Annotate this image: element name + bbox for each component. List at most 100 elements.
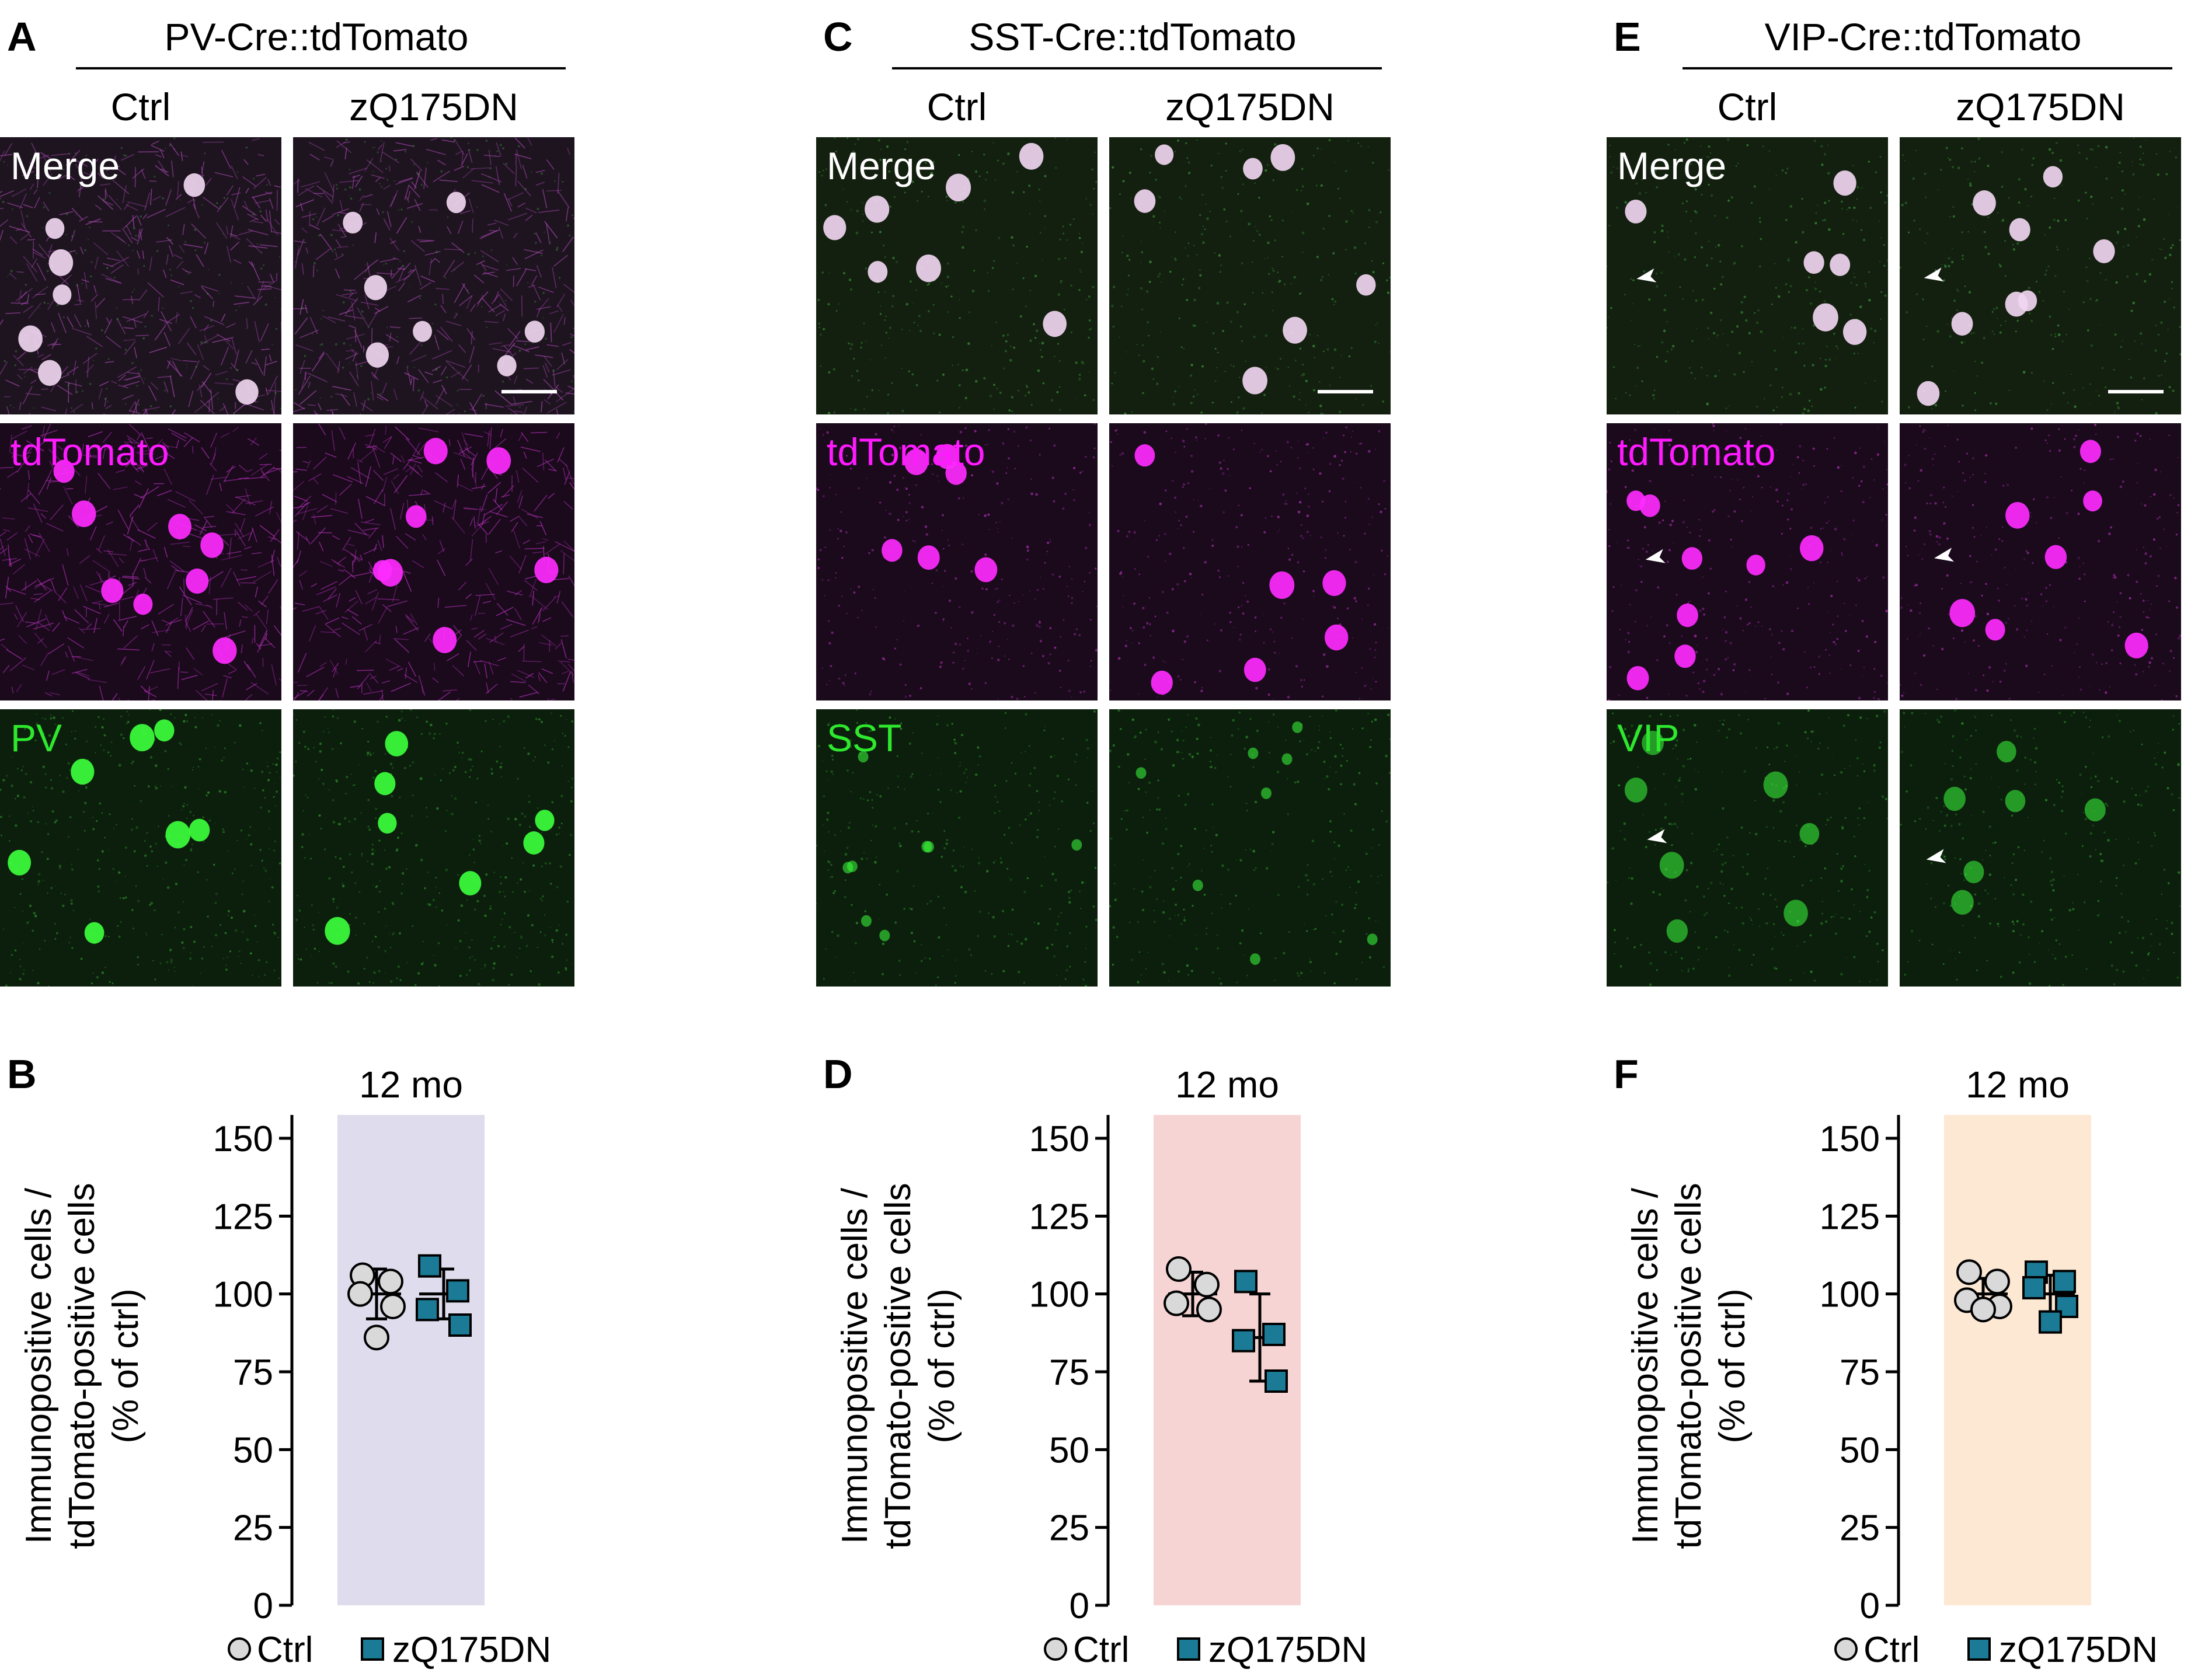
data-point-zq175dn	[1262, 1323, 1286, 1346]
cell-body	[1746, 555, 1765, 576]
legend-label-zq175dn: zQ175DN	[392, 1630, 551, 1670]
cell-body	[1151, 670, 1173, 695]
cell-body	[1799, 822, 1820, 845]
cell-body	[186, 568, 209, 594]
cell-body	[48, 249, 74, 276]
cell-body	[1784, 900, 1808, 927]
chart-plot: 12 mo 0 25 50 75 100 125 150 Ctrl zQ175DN	[1820, 1064, 2158, 1670]
y-tick-label: 75	[233, 1353, 273, 1393]
tile-texture	[293, 709, 574, 987]
cell-body	[1322, 570, 1346, 597]
cell-body	[868, 261, 888, 283]
cell-body	[1356, 274, 1376, 296]
tile-sst-merge-ctrl: Merge	[816, 137, 1098, 414]
cell-body	[53, 459, 75, 483]
cell-body	[915, 254, 942, 283]
group-title-sst: SST-Cre::tdTomato	[969, 15, 1297, 58]
tile-texture	[1900, 709, 2180, 987]
cell-body	[2093, 239, 2115, 263]
data-point-ctrl	[347, 1281, 373, 1307]
legend-label-ctrl: Ctrl	[257, 1630, 313, 1670]
tile-background	[0, 709, 281, 987]
tile-pv-merge-ctrl: Merge	[0, 137, 281, 414]
cell-body	[235, 379, 259, 405]
channel-label-sst: SST	[827, 716, 902, 759]
column-label-zq175dn: zQ175DN	[349, 85, 518, 128]
cell-body	[823, 215, 847, 241]
chart-f: F Immunopositive cells / tdTomato-positive…	[1607, 1039, 2198, 1680]
tile-sst-tdtomato-ctrl: tdTomato	[816, 423, 1098, 700]
cell-body	[1043, 311, 1067, 337]
channel-label-tdtomato: tdTomato	[827, 430, 985, 473]
panel-letter-d: D	[823, 1051, 853, 1097]
cell-body	[865, 196, 890, 223]
arrowhead-marker	[1924, 267, 1944, 282]
data-point-zq175dn	[1232, 1329, 1255, 1353]
chart-title: 12 mo	[1175, 1064, 1279, 1106]
cell-body	[974, 557, 998, 583]
tile-pv-pv-zq175dn	[293, 709, 574, 987]
data-point-ctrl	[1956, 1259, 1982, 1285]
cell-body	[535, 810, 555, 831]
micrograph	[293, 709, 574, 987]
cell-body	[1250, 953, 1261, 965]
channel-label-merge: Merge	[1617, 144, 1727, 187]
y-tick-label: 25	[1049, 1508, 1089, 1549]
cell-body	[1292, 721, 1303, 733]
tile-background	[1900, 709, 2181, 987]
micrograph	[293, 137, 574, 414]
cell-body	[8, 849, 32, 876]
tile-sst-tdtomato-zq175dn	[1109, 423, 1391, 700]
cell-body	[1624, 778, 1647, 803]
cell-body	[1134, 189, 1156, 213]
group-title-vip: VIP-Cre::tdTomato	[1764, 15, 2082, 58]
cell-body	[1681, 547, 1702, 570]
column-label-ctrl: Ctrl	[1717, 85, 1778, 128]
cell-body	[1155, 144, 1174, 165]
group-title-underline	[1683, 67, 2172, 69]
arrowhead-marker	[1934, 548, 1955, 562]
chart-d: D Immunopositive cells / tdTomato-positive…	[816, 1039, 1408, 1680]
y-tick-label: 125	[1029, 1197, 1089, 1237]
data-point-ctrl	[1194, 1271, 1220, 1298]
cell-body	[1674, 644, 1696, 668]
cell-body	[1192, 879, 1203, 891]
cell-body	[2079, 440, 2101, 463]
cell-body	[1248, 747, 1259, 759]
tile-background	[1900, 137, 2181, 414]
data-point-ctrl	[364, 1325, 389, 1351]
condition-band	[1154, 1115, 1301, 1605]
cell-body	[1260, 787, 1272, 799]
cell-body	[45, 218, 65, 239]
cell-body	[459, 871, 482, 895]
micrograph	[1109, 423, 1391, 700]
cell-body	[1917, 381, 1940, 406]
micrograph	[1900, 137, 2181, 414]
cell-body	[213, 637, 237, 664]
tile-texture	[1109, 139, 1391, 414]
cell-body	[378, 813, 397, 834]
panel-letter-e: E	[1614, 14, 1641, 60]
cell-body	[154, 719, 175, 742]
cell-body	[1281, 753, 1293, 765]
scale-bar	[1318, 390, 1373, 393]
cell-body	[1799, 535, 1824, 562]
column-label-ctrl: Ctrl	[926, 85, 987, 128]
cell-body	[1803, 251, 1824, 274]
cell-body	[374, 772, 396, 796]
cell-body	[378, 559, 403, 587]
tile-vip-tdtomato-ctrl: tdTomato	[1607, 423, 1888, 700]
cell-body	[917, 545, 940, 570]
y-tick-label: 25	[233, 1508, 273, 1549]
cell-body	[1324, 624, 1349, 651]
cell-body	[84, 922, 104, 944]
y-tick-label: 100	[1820, 1275, 1880, 1315]
cell-body	[534, 556, 559, 584]
cell-body	[946, 173, 971, 202]
cell-body	[130, 724, 155, 752]
data-point-zq175dn	[418, 1254, 441, 1278]
tile-pv-tdtomato-ctrl: tdTomato	[0, 423, 281, 700]
tile-background	[1109, 423, 1391, 700]
scale-bar	[2108, 390, 2164, 393]
chart-title: 12 mo	[1966, 1064, 2070, 1106]
